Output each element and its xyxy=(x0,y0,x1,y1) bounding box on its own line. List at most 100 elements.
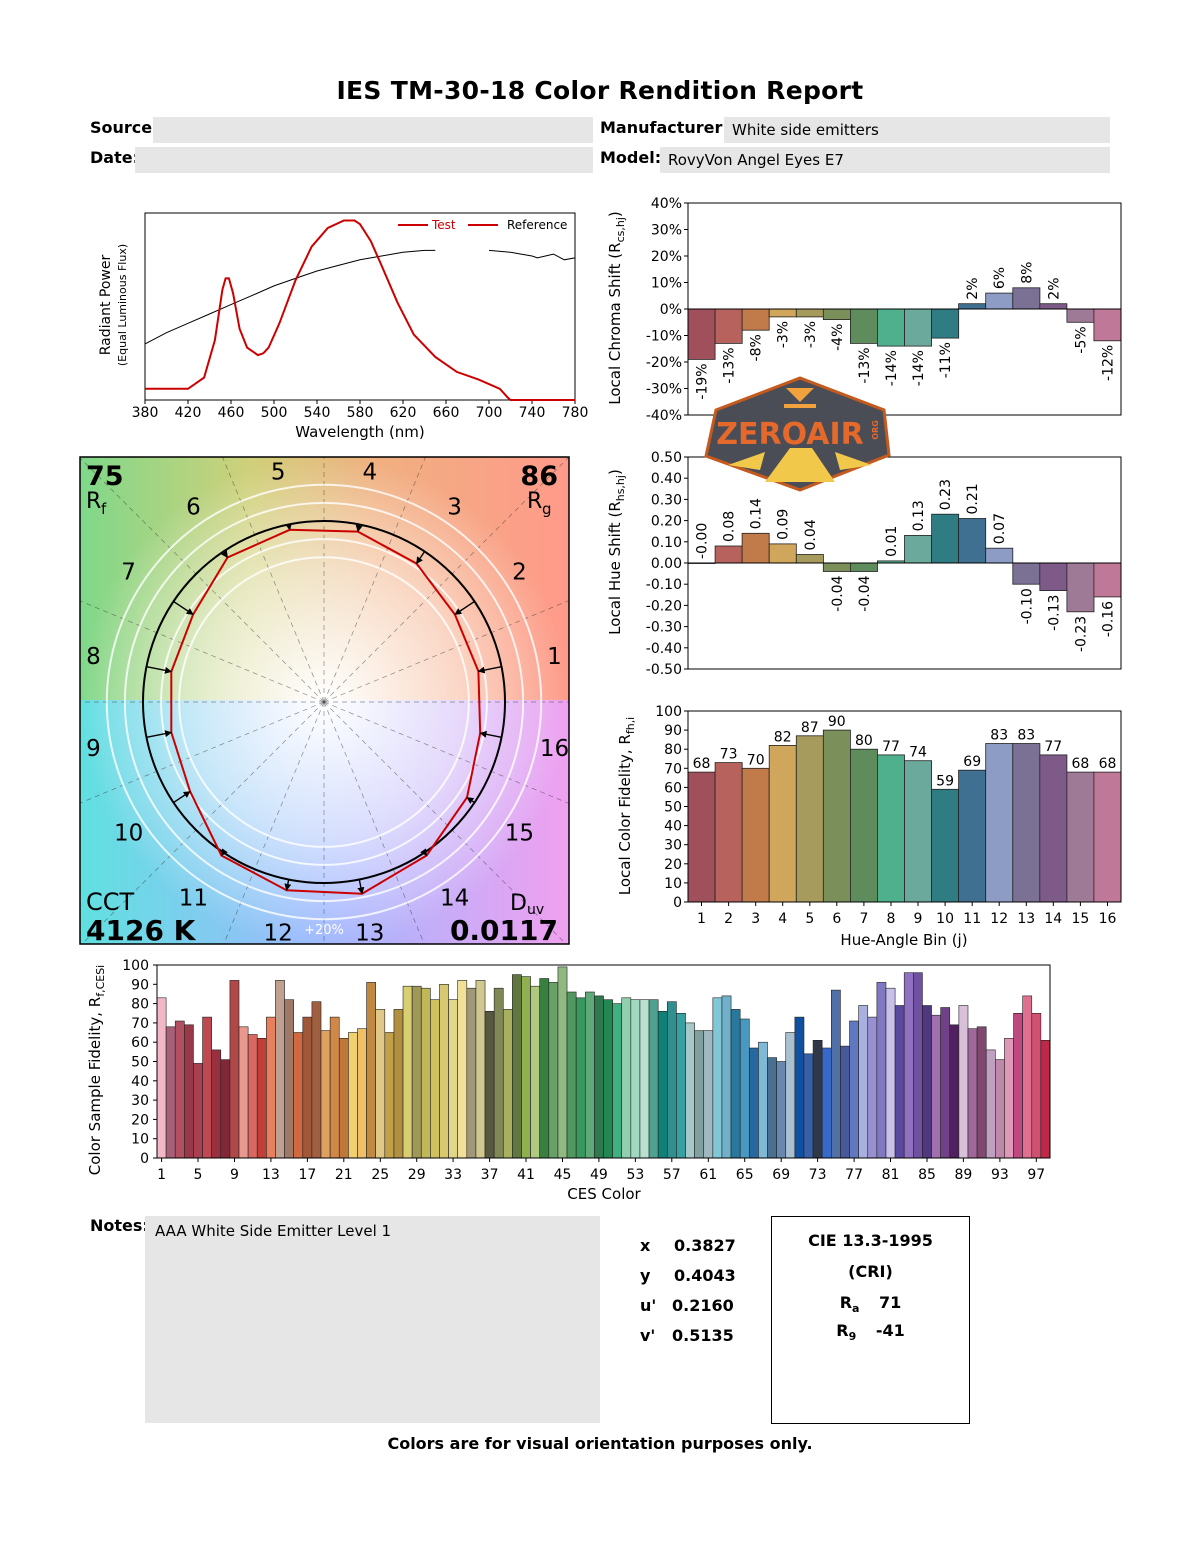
ces-bar xyxy=(475,980,486,1159)
ces-bar xyxy=(940,1007,951,1159)
footer-note: Colors are for visual orientation purpos… xyxy=(387,1434,813,1453)
chroma-bar xyxy=(1066,308,1095,323)
ces-bar xyxy=(1031,1012,1042,1159)
ces-bar xyxy=(812,1040,823,1159)
hue-bar-label: 0.04 xyxy=(803,519,819,550)
ces-y-tick-label: 40 xyxy=(131,1074,149,1090)
fid-bar-value: 80 xyxy=(855,733,873,749)
chroma-y-tick-label: -40% xyxy=(646,408,682,424)
ces-bar xyxy=(493,987,504,1159)
ces-bar xyxy=(931,1014,941,1159)
hue-y-tick-label: 0.10 xyxy=(651,535,682,551)
cvg-shift-arrow xyxy=(146,666,172,674)
hue-bar xyxy=(822,562,851,572)
ces-bar xyxy=(411,985,422,1159)
ces-bar xyxy=(393,1009,404,1159)
source-field xyxy=(153,117,593,143)
rg-sub: g xyxy=(542,500,552,518)
ces-bar xyxy=(566,991,577,1159)
ces-bar xyxy=(612,1003,623,1159)
fid-y-tick-label: 60 xyxy=(664,780,682,796)
ces-bar xyxy=(184,1024,194,1159)
ces-bar xyxy=(302,1016,313,1159)
hue-bar-label: -0.04 xyxy=(830,575,846,611)
fid-x-tick-label: 15 xyxy=(1071,911,1089,927)
ces-bar xyxy=(329,1016,340,1159)
ces-bar xyxy=(430,999,440,1159)
hue-bar-label: -0.04 xyxy=(857,575,873,611)
chroma-bar-label: -13% xyxy=(857,347,873,383)
cvg-shift-arrow xyxy=(420,848,428,857)
cvg-ring-label: +20% xyxy=(304,923,344,938)
fid-bar xyxy=(931,788,960,903)
hue-y-tick-label: -0.40 xyxy=(646,641,682,657)
ces-x-tick-label: 85 xyxy=(918,1167,936,1183)
chroma-bar xyxy=(985,292,1014,310)
ces-y-tick-label: 70 xyxy=(131,1016,149,1032)
chroma-bar-label: -8% xyxy=(749,334,765,361)
ces-x-tick-label: 61 xyxy=(699,1167,717,1183)
ces-x-tick-label: 57 xyxy=(663,1167,681,1183)
ces-bar xyxy=(730,1009,741,1159)
cri-r9-row: R9 -41 xyxy=(772,1321,969,1343)
cvg-grid-ring xyxy=(160,538,488,866)
ces-bar xyxy=(949,1024,960,1159)
hue-y-tick-label: 0.00 xyxy=(651,556,682,572)
ces-x-tick-label: 17 xyxy=(298,1167,316,1183)
ces-bar xyxy=(967,1028,978,1159)
fid-y-tick-label: 80 xyxy=(664,742,682,758)
hue-bar xyxy=(931,513,960,564)
fid-bar xyxy=(714,762,743,903)
ces-y-tick-label: 90 xyxy=(131,977,149,993)
cvg-grid-ring xyxy=(105,483,543,921)
ces-x-tick-label: 69 xyxy=(772,1167,790,1183)
ces-x-tick-label: 1 xyxy=(157,1167,166,1183)
ces-bar xyxy=(320,1030,331,1159)
chroma-bar-label: -14% xyxy=(884,350,900,386)
ces-bar xyxy=(803,1053,814,1159)
cvg-grid-ring xyxy=(123,501,525,903)
ces-y-tick-label: 100 xyxy=(122,958,149,974)
cri-box: CIE 13.3-1995 (CRI) Ra 71 R9 -41 xyxy=(771,1216,970,1424)
fid-bar xyxy=(904,760,933,903)
cvg-bin-label: 1 xyxy=(547,644,562,670)
spd-test-line xyxy=(145,219,575,401)
ces-x-tick-label: 9 xyxy=(230,1167,239,1183)
fid-bar xyxy=(795,735,824,903)
rf-value: 75 xyxy=(86,461,124,492)
ces-x-tick-label: 33 xyxy=(444,1167,462,1183)
spd-x-tick-label: 740 xyxy=(519,405,546,421)
rf-label: R xyxy=(86,489,101,514)
cvg-bin-label: 2 xyxy=(512,559,527,585)
date-label: Date: xyxy=(90,148,139,167)
ces-y-axis-label: Color Sample Fidelity, Rf,CESi xyxy=(86,965,107,1176)
chroma-bar xyxy=(687,308,716,360)
ces-x-tick-label: 81 xyxy=(882,1167,900,1183)
spd-x-tick-label: 780 xyxy=(562,405,589,421)
fid-x-tick-label: 16 xyxy=(1099,911,1117,927)
hue-bar xyxy=(958,518,987,564)
zeroair-logo: ZEROAIR ORG xyxy=(704,376,891,492)
hue-bar xyxy=(1012,562,1041,585)
ces-x-tick-label: 29 xyxy=(408,1167,426,1183)
chroma-bar xyxy=(958,303,987,310)
chroma-bar xyxy=(795,308,824,318)
chroma-shift-chart: -19% -13% -8% -3% -3% -4% -13% -14% -14% -11% 2% 6%… xyxy=(606,196,1122,424)
ces-bar xyxy=(657,1010,668,1159)
cvg-bin-label: 16 xyxy=(540,736,569,762)
chroma-bar-label: -3% xyxy=(776,321,792,348)
cvg-shift-arrow xyxy=(466,796,475,804)
hue-bar xyxy=(985,547,1014,564)
hue-shift-chart: -0.00 0.08 0.14 0.09 0.04 -0.04 -0.04 0.01 0.13 0… xyxy=(606,450,1122,678)
v-prime-label: v' xyxy=(640,1326,656,1345)
fid-bar xyxy=(741,767,770,903)
cvg-bin-label: 3 xyxy=(447,495,462,521)
hue-bar-label: 0.21 xyxy=(965,483,981,514)
ces-bar xyxy=(557,966,568,1159)
spd-x-tick-label: 460 xyxy=(218,405,245,421)
chroma-bar-label: 8% xyxy=(1019,262,1035,284)
ces-bar xyxy=(366,982,376,1159)
fid-bar-value: 68 xyxy=(693,756,711,772)
cct-label: CCT xyxy=(86,888,135,916)
ces-bar xyxy=(739,1018,750,1159)
